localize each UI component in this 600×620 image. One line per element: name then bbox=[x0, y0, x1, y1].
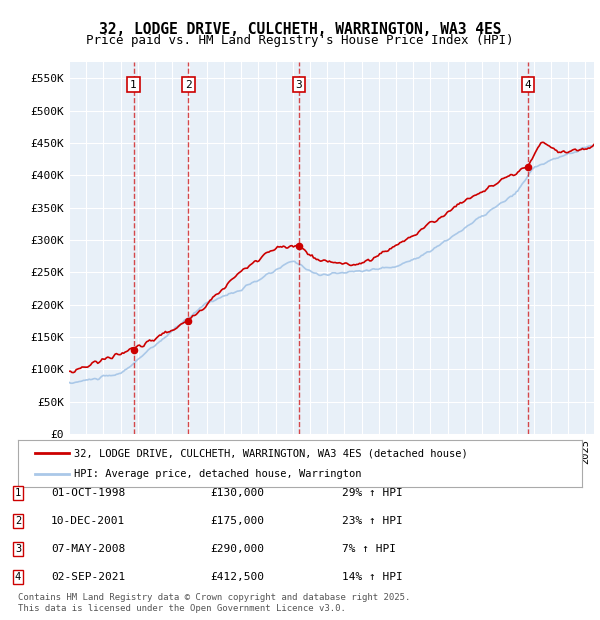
Text: 32, LODGE DRIVE, CULCHETH, WARRINGTON, WA3 4ES (detached house): 32, LODGE DRIVE, CULCHETH, WARRINGTON, W… bbox=[74, 448, 468, 458]
Text: 02-SEP-2021: 02-SEP-2021 bbox=[51, 572, 125, 582]
Text: 10-DEC-2001: 10-DEC-2001 bbox=[51, 516, 125, 526]
Text: 3: 3 bbox=[15, 544, 21, 554]
Text: £175,000: £175,000 bbox=[210, 516, 264, 526]
Text: 14% ↑ HPI: 14% ↑ HPI bbox=[342, 572, 403, 582]
Text: 4: 4 bbox=[524, 79, 532, 90]
Text: 23% ↑ HPI: 23% ↑ HPI bbox=[342, 516, 403, 526]
Text: £290,000: £290,000 bbox=[210, 544, 264, 554]
Text: 7% ↑ HPI: 7% ↑ HPI bbox=[342, 544, 396, 554]
Text: Contains HM Land Registry data © Crown copyright and database right 2025.
This d: Contains HM Land Registry data © Crown c… bbox=[18, 593, 410, 613]
Text: 1: 1 bbox=[130, 79, 137, 90]
Text: 07-MAY-2008: 07-MAY-2008 bbox=[51, 544, 125, 554]
Point bbox=[129, 345, 139, 355]
Point bbox=[184, 316, 193, 326]
Text: 4: 4 bbox=[15, 572, 21, 582]
Text: 1: 1 bbox=[15, 488, 21, 498]
Text: 32, LODGE DRIVE, CULCHETH, WARRINGTON, WA3 4ES: 32, LODGE DRIVE, CULCHETH, WARRINGTON, W… bbox=[99, 22, 501, 37]
Text: 29% ↑ HPI: 29% ↑ HPI bbox=[342, 488, 403, 498]
Text: 3: 3 bbox=[295, 79, 302, 90]
Text: £412,500: £412,500 bbox=[210, 572, 264, 582]
Point bbox=[523, 162, 533, 172]
Text: 2: 2 bbox=[185, 79, 192, 90]
Text: 2: 2 bbox=[15, 516, 21, 526]
Text: 01-OCT-1998: 01-OCT-1998 bbox=[51, 488, 125, 498]
Point bbox=[294, 241, 304, 251]
Text: £130,000: £130,000 bbox=[210, 488, 264, 498]
Text: HPI: Average price, detached house, Warrington: HPI: Average price, detached house, Warr… bbox=[74, 469, 362, 479]
Text: Price paid vs. HM Land Registry's House Price Index (HPI): Price paid vs. HM Land Registry's House … bbox=[86, 34, 514, 47]
